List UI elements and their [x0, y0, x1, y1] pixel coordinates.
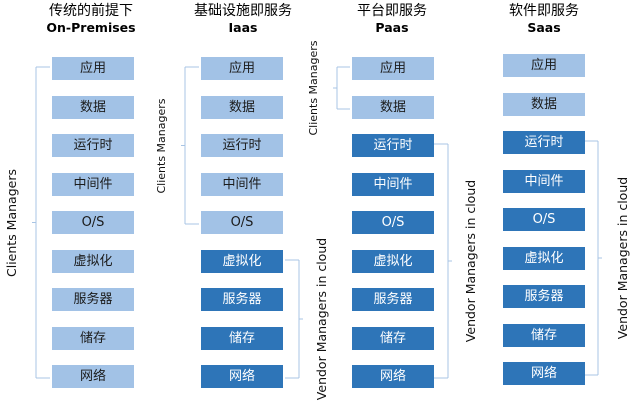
- layer-box-vendor-9: 网络: [352, 365, 434, 388]
- layer-box-client-3: 运行时: [52, 134, 134, 157]
- column-title-zh: 平台即服务: [357, 3, 427, 19]
- column-title-4: 软件即服务 Saas: [474, 3, 614, 36]
- column-title-zh: 基础设施即服务: [194, 3, 292, 19]
- layer-box-vendor-4: 中间件: [503, 170, 585, 193]
- layer-box-vendor-3: 运行时: [352, 134, 434, 157]
- layer-box-vendor-7: 服务器: [503, 285, 585, 308]
- layer-box-vendor-8: 储存: [352, 327, 434, 350]
- layer-box-vendor-7: 服务器: [352, 288, 434, 311]
- layer-box-vendor-6: 虚拟化: [201, 250, 283, 273]
- layer-box-client-4: 中间件: [52, 173, 134, 196]
- layer-box-vendor-8: 储存: [201, 327, 283, 350]
- column-title-en: On-Premises: [46, 20, 136, 35]
- layer-box-vendor-7: 服务器: [201, 288, 283, 311]
- layer-box-client-8: 储存: [52, 327, 134, 350]
- layer-box-client-1: 应用: [352, 57, 434, 80]
- column-title-zh: 传统的前提下: [49, 3, 133, 19]
- layer-box-vendor-6: 虚拟化: [503, 247, 585, 270]
- layer-box-vendor-8: 储存: [503, 324, 585, 347]
- layer-box-vendor-5: O/S: [352, 211, 434, 234]
- column-title-en: Iaas: [228, 20, 258, 35]
- layer-box-client-9: 网络: [52, 365, 134, 388]
- layer-box-client-2: 数据: [52, 96, 134, 119]
- column-title-zh: 软件即服务: [509, 3, 579, 19]
- layer-box-vendor-3: 运行时: [503, 131, 585, 154]
- clients-managers-label: Clients Managers: [4, 168, 19, 277]
- layer-box-client-5: O/S: [201, 211, 283, 234]
- layer-box-client-1: 应用: [52, 57, 134, 80]
- column-title-2: 基础设施即服务 Iaas: [173, 3, 313, 36]
- layer-box-client-7: 服务器: [52, 288, 134, 311]
- layer-box-client-1: 应用: [503, 54, 585, 77]
- column-title-1: 传统的前提下 On-Premises: [21, 3, 161, 36]
- clients-managers-label: Clients Managers: [155, 97, 168, 194]
- layer-box-client-5: O/S: [52, 211, 134, 234]
- layer-box-client-1: 应用: [201, 57, 283, 80]
- column-title-en: Paas: [375, 20, 409, 35]
- layer-box-vendor-6: 虚拟化: [352, 250, 434, 273]
- layer-box-client-2: 数据: [352, 96, 434, 119]
- vendor-managers-label: Vendor Managers in cloud: [463, 179, 478, 343]
- column-title-3: 平台即服务 Paas: [322, 3, 462, 36]
- layer-box-vendor-4: 中间件: [352, 173, 434, 196]
- layer-box-client-6: 虚拟化: [52, 250, 134, 273]
- vendor-managers-label: Vendor Managers in cloud: [314, 237, 329, 401]
- layer-box-client-4: 中间件: [201, 173, 283, 196]
- layer-box-client-2: 数据: [503, 93, 585, 116]
- layer-box-client-2: 数据: [201, 96, 283, 119]
- layer-box-vendor-5: O/S: [503, 208, 585, 231]
- vendor-managers-label: Vendor Managers in cloud: [615, 176, 630, 340]
- layer-box-client-3: 运行时: [201, 134, 283, 157]
- layer-box-vendor-9: 网络: [503, 362, 585, 385]
- layer-box-vendor-9: 网络: [201, 365, 283, 388]
- column-title-en: Saas: [527, 20, 561, 35]
- clients-managers-label: Clients Managers: [307, 40, 320, 136]
